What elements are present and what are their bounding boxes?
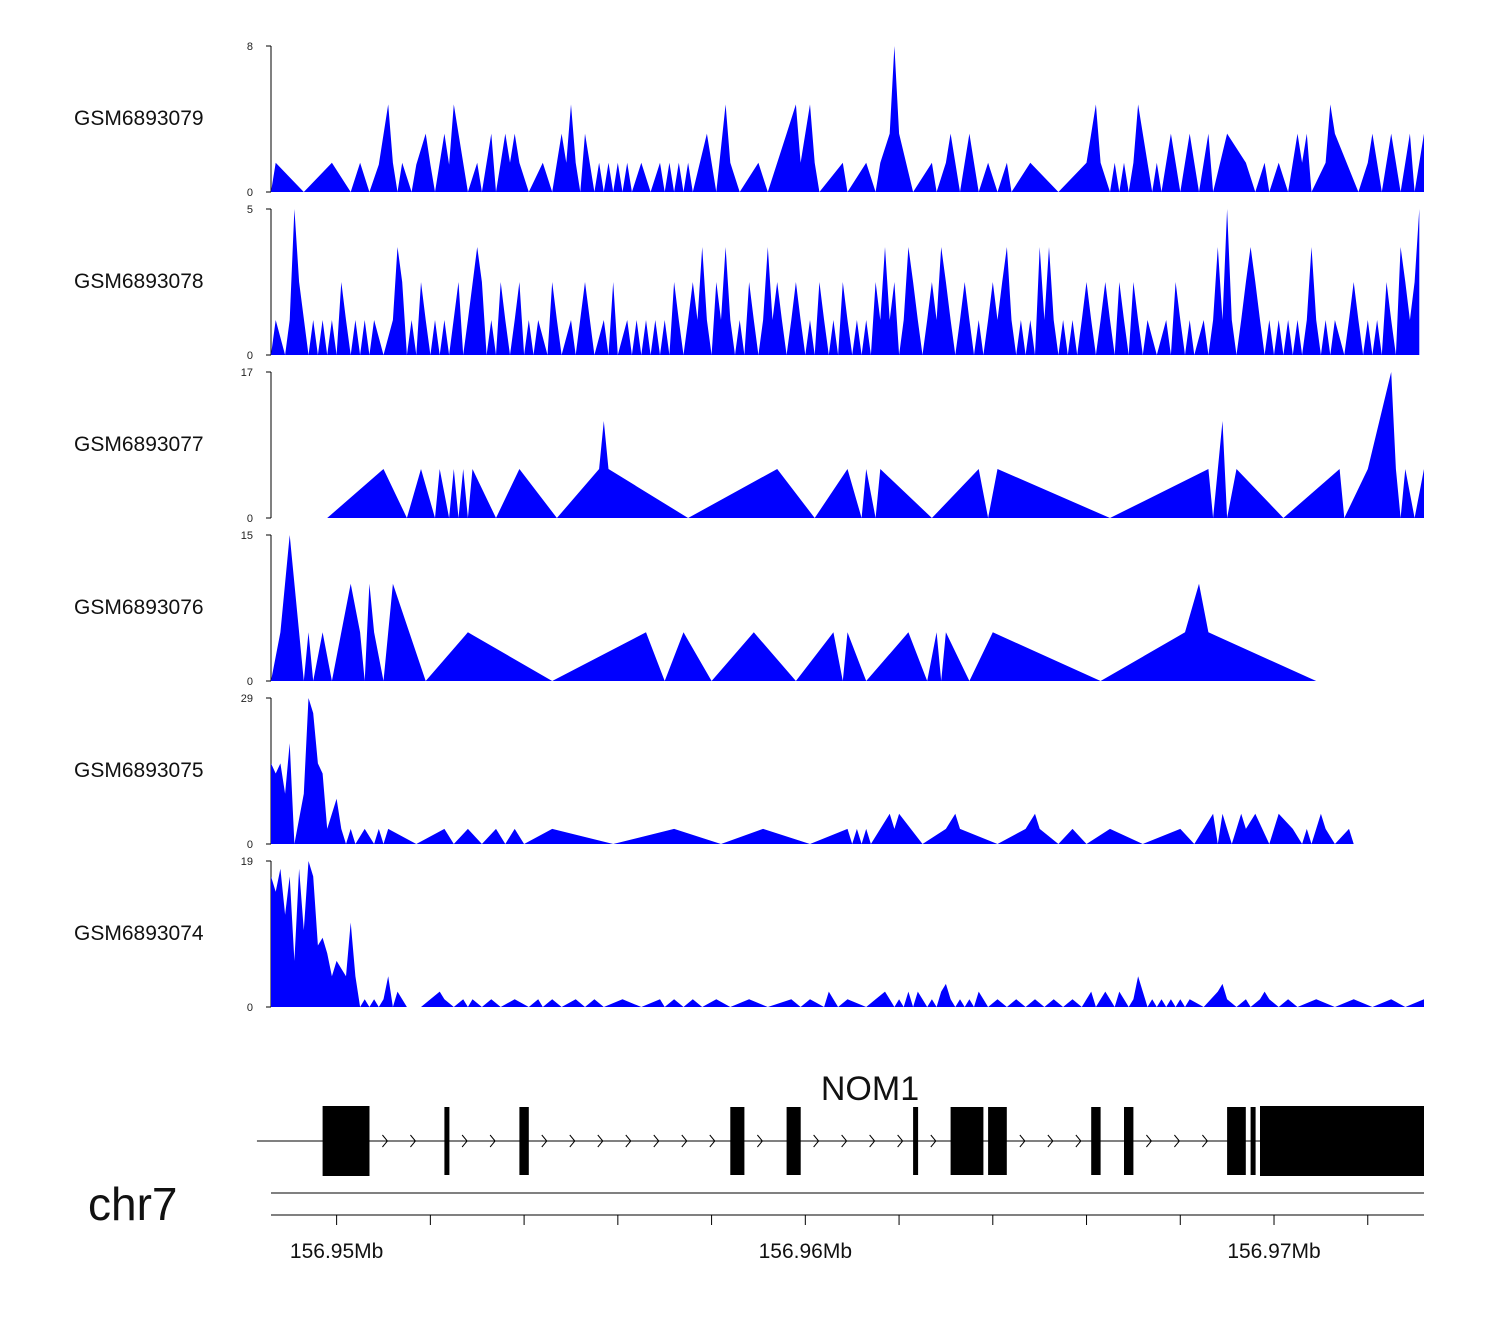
coverage-track-GSM6893079: GSM6893079 8 0 — [74, 41, 1424, 199]
coverage-area — [271, 46, 1424, 192]
y-max-label: 15 — [241, 530, 253, 542]
y-max-label: 8 — [247, 41, 253, 53]
strand-arrow — [930, 1134, 937, 1148]
y-min-label: 0 — [247, 513, 253, 525]
exon-2 — [444, 1107, 450, 1175]
y-min-label: 0 — [247, 676, 253, 688]
strand-arrow — [681, 1134, 688, 1148]
strand-arrow — [1146, 1134, 1153, 1148]
strand-arrow — [841, 1134, 848, 1148]
strand-arrow — [625, 1134, 632, 1148]
strand-arrow — [410, 1134, 417, 1148]
exon-11 — [1227, 1107, 1246, 1175]
axis-ticks: 156.95Mb 156.96Mb 156.97Mb — [290, 1215, 1369, 1263]
exon-9 — [1091, 1107, 1101, 1175]
coverage-tracks: GSM689307980GSM689307850GSM6893077170GSM… — [74, 41, 1425, 1014]
strand-arrow — [1174, 1134, 1181, 1148]
exon-7 — [950, 1107, 984, 1175]
exon-8 — [988, 1107, 1007, 1175]
axis-tick-label: 156.97Mb — [1227, 1240, 1320, 1263]
track-label: GSM6893078 — [74, 270, 204, 293]
coverage-track-GSM6893074: GSM6893074 19 0 — [74, 856, 1424, 1014]
exon-1 — [322, 1106, 370, 1176]
strand-arrow — [1019, 1134, 1026, 1148]
gene-name-label: NOM1 — [821, 1070, 919, 1108]
coverage-track-GSM6893075: GSM6893075 29 0 — [74, 693, 1424, 851]
coverage-area — [327, 372, 1425, 518]
track-label: GSM6893075 — [74, 759, 204, 782]
track-label: GSM6893077 — [74, 433, 204, 456]
strand-arrow — [489, 1134, 496, 1148]
strand-arrow — [709, 1134, 716, 1148]
y-min-label: 0 — [247, 1002, 253, 1014]
strand-arrow — [897, 1134, 904, 1148]
exon-6 — [913, 1107, 919, 1175]
strand-arrow — [653, 1134, 660, 1148]
coverage-track-GSM6893076: GSM6893076 15 0 — [74, 530, 1317, 688]
coverage-area — [271, 861, 1424, 1007]
strand-arrow — [813, 1134, 820, 1148]
track-label: GSM6893076 — [74, 596, 204, 619]
y-max-label: 17 — [241, 367, 253, 379]
track-label: GSM6893074 — [74, 922, 204, 945]
strand-arrow — [382, 1134, 389, 1148]
strand-arrow — [597, 1134, 604, 1148]
exon-5 — [786, 1107, 801, 1175]
strand-arrow — [1075, 1134, 1082, 1148]
gene-model — [256, 1106, 1424, 1176]
y-max-label: 5 — [247, 204, 253, 216]
coverage-track-GSM6893078: GSM6893078 5 0 — [74, 204, 1420, 362]
y-min-label: 0 — [247, 187, 253, 199]
exon-10 — [1124, 1107, 1134, 1175]
coverage-area — [271, 698, 1424, 844]
exon-4 — [730, 1107, 745, 1175]
track-label: GSM6893079 — [74, 107, 204, 130]
coverage-track-GSM6893077: GSM6893077 17 0 — [74, 367, 1425, 525]
strand-arrow — [569, 1134, 576, 1148]
y-min-label: 0 — [247, 839, 253, 851]
strand-arrow — [461, 1134, 468, 1148]
coverage-area — [271, 535, 1317, 681]
y-max-label: 29 — [241, 693, 253, 705]
exon-13 — [1260, 1106, 1424, 1176]
genome-axis: chr7 156.95Mb 156.96Mb 156.97Mb — [88, 1178, 1424, 1263]
axis-tick-label: 156.96Mb — [759, 1240, 852, 1263]
coverage-area — [271, 209, 1420, 355]
y-min-label: 0 — [247, 350, 253, 362]
strand-arrow — [869, 1134, 876, 1148]
y-max-label: 19 — [241, 856, 253, 868]
strand-arrow — [1202, 1134, 1209, 1148]
axis-tick-label: 156.95Mb — [290, 1240, 383, 1263]
chromosome-label: chr7 — [88, 1178, 177, 1230]
strand-arrow — [541, 1134, 548, 1148]
strand-arrow — [757, 1134, 764, 1148]
strand-arrow — [1047, 1134, 1054, 1148]
exon-3 — [519, 1107, 529, 1175]
exon-12 — [1250, 1107, 1256, 1175]
gene-track: NOM1 — [256, 1070, 1424, 1176]
